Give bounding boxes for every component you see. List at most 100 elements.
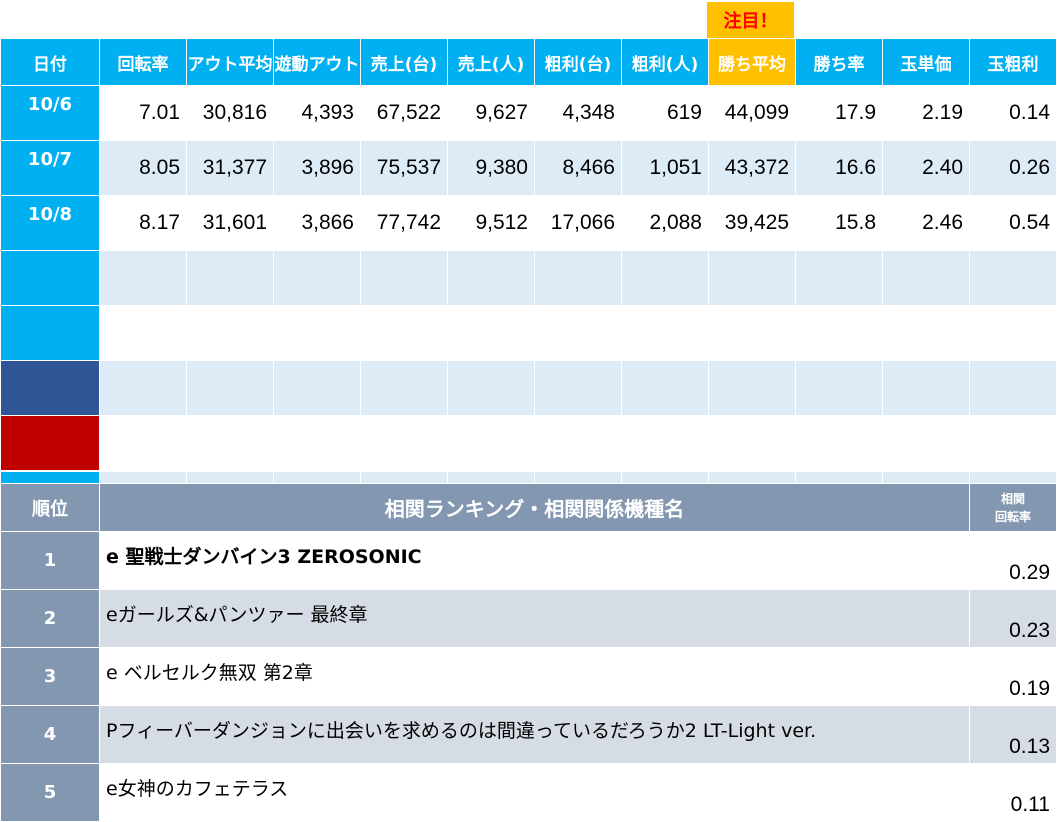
- value-cell: 31,601: [186, 195, 274, 251]
- value-cell: 43,372: [708, 140, 796, 196]
- table-row: 10/8 8.17 31,601 3,866 77,742 9,512 17,0…: [0, 195, 1057, 251]
- date-cell: [0, 305, 100, 361]
- ranking-row: 2 eガールズ&パンツァー 最終章 0.23: [0, 589, 1057, 648]
- correlation-ranking-table: 順位 相関ランキング・相関関係機種名 相関 回転率 1 e 聖戦士ダンバイン3 …: [0, 483, 1057, 822]
- value-cell: 2.19: [882, 85, 970, 141]
- value-cell: 16.6: [795, 140, 883, 196]
- value-cell: [186, 360, 274, 416]
- date-cell-sunday: [0, 415, 100, 472]
- value-cell: [795, 250, 883, 306]
- rank-number: 4: [0, 705, 100, 764]
- correlation-header-line2: 回転率: [994, 509, 1031, 524]
- value-cell: 1,051: [621, 140, 709, 196]
- value-cell: [360, 360, 448, 416]
- col-header-win-rate: 勝ち率: [795, 38, 883, 86]
- value-cell: [795, 415, 883, 472]
- empty-row: [0, 250, 1057, 306]
- col-header-out-avg: アウト平均: [186, 38, 274, 86]
- machine-name: e女神のカフェテラス: [99, 763, 970, 822]
- col-header-ball-profit: 玉粗利: [969, 38, 1057, 86]
- table-row: 10/7 8.05 31,377 3,896 75,537 9,380 8,46…: [0, 140, 1057, 196]
- machine-name: e 聖戦士ダンバイン3 ZEROSONIC: [99, 531, 970, 590]
- value-cell: 44,099: [708, 85, 796, 141]
- correlation-value: 0.13: [969, 705, 1057, 764]
- value-cell: 3,896: [273, 140, 361, 196]
- value-cell: [447, 305, 535, 361]
- ranking-header-row: 順位 相関ランキング・相関関係機種名 相関 回転率: [0, 483, 1057, 532]
- machine-name: Pフィーバーダンジョンに出会いを求めるのは間違っているだろうか2 LT-Ligh…: [99, 705, 970, 764]
- value-cell: [273, 250, 361, 306]
- value-cell: 619: [621, 85, 709, 141]
- ranking-title: 相関ランキング・相関関係機種名: [99, 483, 970, 532]
- value-cell: 9,627: [447, 85, 535, 141]
- col-header-win-avg: 勝ち平均: [708, 38, 796, 86]
- col-header-profit-person: 粗利(人): [621, 38, 709, 86]
- value-cell: [708, 360, 796, 416]
- value-cell: [621, 250, 709, 306]
- value-cell: 9,512: [447, 195, 535, 251]
- value-cell: 31,377: [186, 140, 274, 196]
- value-cell: [969, 415, 1057, 472]
- value-cell: [969, 360, 1057, 416]
- value-cell: 8,466: [534, 140, 622, 196]
- date-cell: 10/8: [0, 195, 100, 251]
- value-cell: [273, 415, 361, 472]
- correlation-header: 相関 回転率: [969, 483, 1057, 532]
- value-cell: [447, 250, 535, 306]
- value-cell: [795, 305, 883, 361]
- value-cell: 8.05: [99, 140, 187, 196]
- value-cell: 9,380: [447, 140, 535, 196]
- ranking-row: 1 e 聖戦士ダンバイン3 ZEROSONIC 0.29: [0, 531, 1057, 590]
- correlation-value: 0.29: [969, 531, 1057, 590]
- value-cell: [882, 415, 970, 472]
- ranking-row: 3 e ベルセルク無双 第2章 0.19: [0, 647, 1057, 706]
- value-cell: [708, 305, 796, 361]
- value-cell: 0.14: [969, 85, 1057, 141]
- empty-row: [0, 305, 1057, 361]
- value-cell: 2,088: [621, 195, 709, 251]
- value-cell: 4,348: [534, 85, 622, 141]
- value-cell: [969, 250, 1057, 306]
- col-header-spin-rate: 回転率: [99, 38, 187, 86]
- value-cell: [534, 305, 622, 361]
- value-cell: [708, 250, 796, 306]
- value-cell: [186, 305, 274, 361]
- col-header-ball-price: 玉単価: [882, 38, 970, 86]
- value-cell: [882, 250, 970, 306]
- value-cell: 8.17: [99, 195, 187, 251]
- top-strip: [0, 0, 1057, 38]
- col-header-play-out: 遊動アウト: [273, 38, 361, 86]
- rank-number: 1: [0, 531, 100, 590]
- value-cell: [99, 360, 187, 416]
- rank-number: 2: [0, 589, 100, 648]
- rank-number: 5: [0, 763, 100, 822]
- value-cell: [795, 360, 883, 416]
- rank-header: 順位: [0, 483, 100, 532]
- correlation-value: 0.11: [969, 763, 1057, 822]
- value-cell: [621, 360, 709, 416]
- value-cell: 17.9: [795, 85, 883, 141]
- empty-row: [0, 415, 1057, 472]
- value-cell: [969, 305, 1057, 361]
- notice-badge: 注目！: [707, 2, 794, 38]
- value-cell: 15.8: [795, 195, 883, 251]
- value-cell: [882, 360, 970, 416]
- value-cell: [273, 305, 361, 361]
- value-cell: [534, 250, 622, 306]
- value-cell: 30,816: [186, 85, 274, 141]
- col-header-profit-machine: 粗利(台): [534, 38, 622, 86]
- empty-row: [0, 360, 1057, 416]
- value-cell: 39,425: [708, 195, 796, 251]
- value-cell: 75,537: [360, 140, 448, 196]
- value-cell: 67,522: [360, 85, 448, 141]
- machine-name: e ベルセルク無双 第2章: [99, 647, 970, 706]
- daily-stats-table: 日付 回転率 アウト平均 遊動アウト 売上(台) 売上(人) 粗利(台) 粗利(…: [0, 38, 1057, 527]
- value-cell: [186, 250, 274, 306]
- value-cell: 0.54: [969, 195, 1057, 251]
- table-row: 10/6 7.01 30,816 4,393 67,522 9,627 4,34…: [0, 85, 1057, 141]
- value-cell: [534, 415, 622, 472]
- value-cell: [99, 250, 187, 306]
- correlation-value: 0.19: [969, 647, 1057, 706]
- value-cell: [273, 360, 361, 416]
- date-cell: [0, 250, 100, 306]
